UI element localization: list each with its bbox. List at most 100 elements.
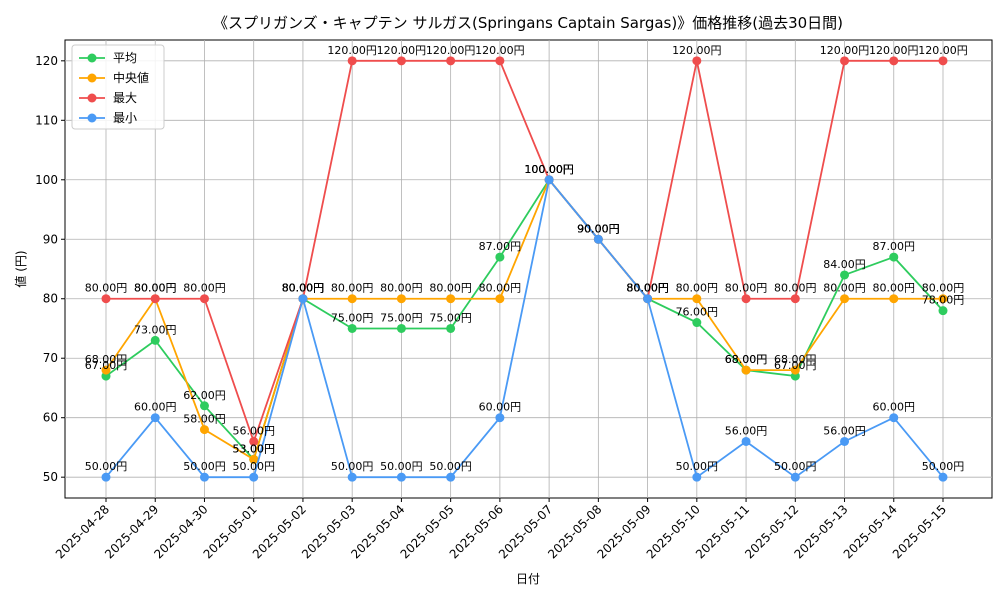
data-label: 80.00円 <box>331 282 374 295</box>
data-point <box>199 294 209 304</box>
data-point <box>249 472 259 482</box>
data-point <box>347 323 357 333</box>
data-label: 120.00円 <box>869 44 919 57</box>
data-label: 80.00円 <box>626 282 669 295</box>
data-label: 120.00円 <box>377 44 427 57</box>
data-label: 60.00円 <box>873 401 916 414</box>
data-label: 120.00円 <box>918 44 968 57</box>
series-line <box>106 59 943 445</box>
data-point <box>889 413 899 423</box>
data-point <box>741 294 751 304</box>
data-label: 84.00円 <box>823 258 866 271</box>
data-label: 80.00円 <box>134 282 177 295</box>
data-point <box>396 56 406 66</box>
data-point <box>495 252 505 262</box>
y-tick-label: 70 <box>43 351 58 365</box>
data-label: 53.00円 <box>232 442 275 455</box>
data-label: 76.00円 <box>676 306 719 319</box>
data-label: 56.00円 <box>232 424 275 437</box>
data-point <box>741 365 751 375</box>
data-label: 60.00円 <box>479 401 522 414</box>
chart-title: 《スプリガンズ・キャプテン サルガス(Springans Captain Sar… <box>213 14 843 32</box>
data-label: 75.00円 <box>380 311 423 324</box>
data-label: 80.00円 <box>134 282 177 295</box>
data-label: 90.00円 <box>577 222 620 235</box>
data-point <box>938 306 948 316</box>
data-point <box>840 270 850 280</box>
data-point <box>889 56 899 66</box>
data-point <box>199 401 209 411</box>
data-label: 80.00円 <box>429 282 472 295</box>
data-point <box>101 365 111 375</box>
data-point <box>446 323 456 333</box>
data-point <box>840 436 850 446</box>
data-label: 58.00円 <box>183 413 226 426</box>
y-axis-label: 値 (円) <box>13 250 28 287</box>
data-label: 80.00円 <box>873 282 916 295</box>
data-label: 80.00円 <box>479 282 522 295</box>
legend-swatch-marker <box>87 113 97 123</box>
data-label: 50.00円 <box>380 460 423 473</box>
series-line <box>105 177 944 479</box>
data-point <box>347 472 357 482</box>
data-point <box>298 294 308 304</box>
data-label: 80.00円 <box>380 282 423 295</box>
data-label: 90.00円 <box>577 222 620 235</box>
data-label: 80.00円 <box>282 282 325 295</box>
data-label: 80.00円 <box>282 282 325 295</box>
data-point <box>446 472 456 482</box>
data-label: 100.00円 <box>524 163 574 176</box>
data-point <box>495 413 505 423</box>
data-point <box>840 294 850 304</box>
data-label: 87.00円 <box>873 240 916 253</box>
data-point <box>495 56 505 66</box>
data-point <box>446 56 456 66</box>
data-label: 50.00円 <box>232 460 275 473</box>
y-tick-label: 110 <box>35 113 58 127</box>
data-label: 53.00円 <box>232 442 275 455</box>
data-point <box>889 294 899 304</box>
data-point <box>446 294 456 304</box>
data-point <box>150 294 160 304</box>
data-label: 90.00円 <box>577 222 620 235</box>
data-label: 80.00円 <box>725 282 768 295</box>
data-point <box>396 294 406 304</box>
data-point <box>840 56 850 66</box>
legend-swatch-marker <box>87 93 97 103</box>
y-tick-label: 60 <box>43 411 58 425</box>
data-label: 100.00円 <box>524 163 574 176</box>
x-axis-label: 日付 <box>516 572 540 586</box>
data-point <box>396 472 406 482</box>
legend-box <box>71 44 165 130</box>
data-label: 90.00円 <box>577 222 620 235</box>
data-label: 80.00円 <box>922 282 965 295</box>
data-label: 62.00円 <box>183 389 226 402</box>
data-label: 67.00円 <box>85 359 128 372</box>
y-tick-label: 80 <box>43 292 58 306</box>
data-label: 68.00円 <box>774 353 817 366</box>
data-label: 80.00円 <box>282 282 325 295</box>
data-label: 50.00円 <box>331 460 374 473</box>
data-label: 50.00円 <box>85 460 128 473</box>
series-layer <box>101 56 948 482</box>
data-label: 80.00円 <box>676 282 719 295</box>
data-label: 80.00円 <box>282 282 325 295</box>
y-tick-label: 90 <box>43 232 58 246</box>
data-label: 120.00円 <box>327 44 377 57</box>
data-label: 100.00円 <box>524 163 574 176</box>
data-point <box>593 234 603 244</box>
data-point <box>150 413 160 423</box>
data-label: 67.00円 <box>774 359 817 372</box>
data-label: 75.00円 <box>331 311 374 324</box>
data-label: 68.00円 <box>85 353 128 366</box>
y-tick-label: 50 <box>43 470 58 484</box>
data-label: 56.00円 <box>823 424 866 437</box>
y-tick-label: 120 <box>35 54 58 68</box>
data-label: 80.00円 <box>774 282 817 295</box>
data-point <box>889 252 899 262</box>
data-label: 100.00円 <box>524 163 574 176</box>
series-line <box>105 178 943 461</box>
data-label: 50.00円 <box>183 460 226 473</box>
